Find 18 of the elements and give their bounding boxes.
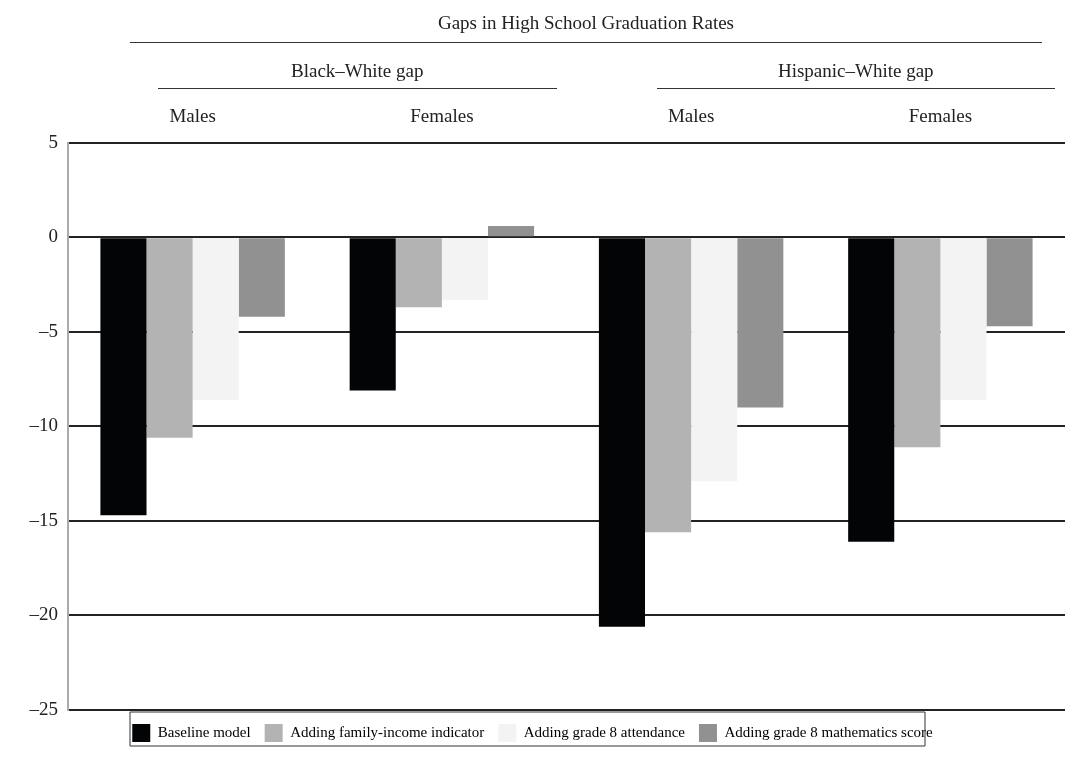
- y-tick-label: 0: [48, 225, 58, 247]
- x-tick-label: Females: [410, 105, 474, 127]
- x-tick-label: Males: [169, 105, 216, 127]
- y-tick-label: 5: [48, 130, 58, 152]
- text: Hispanic–White gap: [656, 60, 1055, 89]
- y-tick-label: –5: [38, 319, 58, 341]
- y-tick-label: –25: [28, 697, 58, 719]
- y-tick-label: –15: [28, 508, 58, 530]
- legend-label: Baseline model: [157, 723, 251, 740]
- text: Black–White gap: [158, 60, 557, 89]
- chart-title: Gaps in High School Graduation Rates: [130, 12, 1042, 43]
- y-tick-label: –20: [28, 603, 58, 625]
- legend-label: Adding family-income indicator: [290, 723, 485, 740]
- legend-label: Adding grade 8 attendance: [523, 723, 686, 740]
- x-tick-label: Females: [908, 105, 973, 127]
- y-tick-label: –10: [28, 414, 58, 436]
- x-tick-label: Males: [667, 105, 715, 127]
- legend-label: Adding grade 8 mathematics score: [724, 723, 934, 740]
